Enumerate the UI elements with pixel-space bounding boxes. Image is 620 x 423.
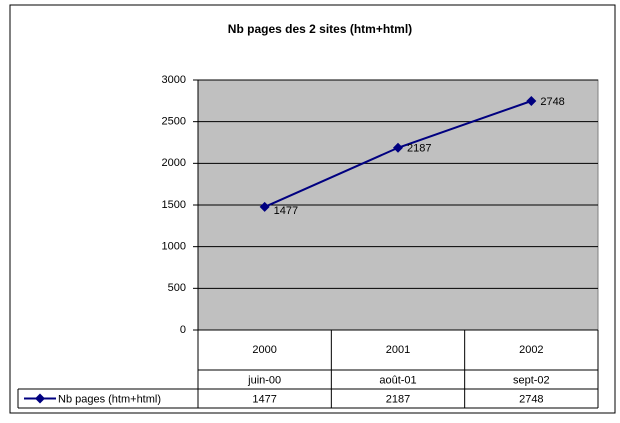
data-label: 1477 (274, 205, 298, 217)
table-label: sept-02 (513, 374, 550, 386)
y-tick-label: 1000 (162, 241, 186, 253)
x-tick-label: 2002 (519, 344, 543, 356)
y-tick-label: 2500 (162, 116, 186, 128)
table-value: 2187 (386, 393, 410, 405)
point-marker (393, 142, 403, 153)
x-tick-label: 2001 (386, 344, 410, 356)
chart-title: Nb pages des 2 sites (htm+html) (228, 22, 412, 36)
legend-marker (35, 393, 45, 404)
y-tick-label: 3000 (162, 74, 186, 86)
data-label: 2748 (540, 96, 564, 108)
point-marker (259, 201, 270, 212)
legend-label: Nb pages (htm+html) (58, 393, 161, 405)
data-label: 2187 (407, 143, 431, 155)
table-value: 2748 (519, 393, 543, 405)
y-tick-label: 2000 (162, 157, 186, 169)
table-label: juin-00 (247, 374, 281, 386)
x-tick-label: 2000 (252, 344, 276, 356)
table-value: 1477 (252, 393, 276, 405)
table-label: août-01 (379, 374, 416, 386)
point-marker (526, 96, 537, 106)
y-tick-label: 1500 (162, 199, 186, 211)
y-tick-label: 0 (180, 324, 186, 336)
y-tick-label: 500 (168, 282, 186, 294)
